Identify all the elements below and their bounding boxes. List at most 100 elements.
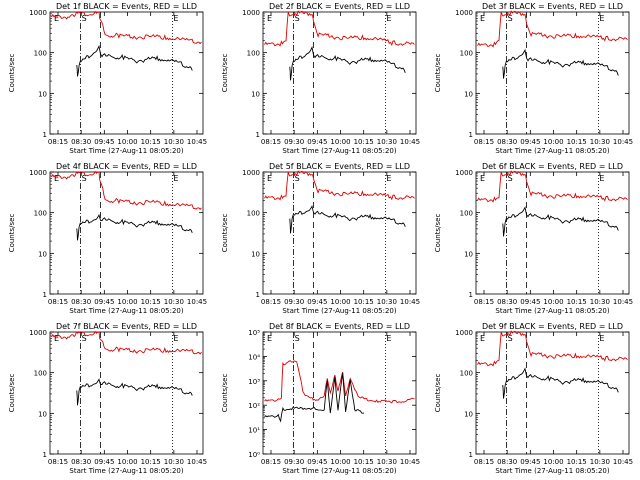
y-tick-label: 1 [256,291,260,299]
y-tick-label: 10 [464,90,473,98]
x-tick-label: 09:45 [307,298,327,306]
x-tick-label: 10:45 [613,138,633,146]
x-tick-label: 08:30 [497,458,517,466]
time-marker-label: E [173,174,178,183]
time-marker-label: S [295,174,300,183]
y-tick-label: 100 [247,210,260,218]
x-tick-label: 08:15 [474,458,494,466]
y-tick-label: 10² [248,402,260,410]
lld-series-line [477,10,628,48]
detector-plot-svg: Det 1f BLACK = Events, RED = LLD 1 10 100 10… [8,2,207,155]
time-marker-label: E [480,174,485,183]
y-tick-label: 10 [38,90,47,98]
time-marker-label: E [599,174,604,183]
x-tick-label: 10:45 [400,138,420,146]
detector-panel-7: Det 7f BLACK = Events, RED = LLD 1 10 100 10… [0,320,213,480]
detector-plot-svg: Det 8f BLACK = Events, RED = LLD 10⁰ 10¹ 10… [221,322,420,475]
panel-title: Det 1f BLACK = Events, RED = LLD [56,2,197,11]
panel-title: Det 6f BLACK = Events, RED = LLD [482,162,623,171]
y-tick-label: 10⁴ [248,353,260,361]
x-tick-label: 09:30 [284,458,304,466]
events-series-line [502,367,619,399]
x-axis-label: Start Time (27-Aug-11 08:05:20) [282,307,396,315]
x-tick-label: 09:30 [284,138,304,146]
x-tick-label: 10:00 [117,458,137,466]
detector-panel-8: Det 8f BLACK = Events, RED = LLD 10⁰ 10¹ 10… [213,320,426,480]
detector-panel-9: Det 9f BLACK = Events, RED = LLD 1 10 100 10… [426,320,639,480]
y-tick-label: 10³ [248,378,260,386]
time-marker-label: E [267,174,272,183]
y-axis-label: Counts/sec [434,374,442,413]
x-tick-label: 10:30 [590,298,610,306]
x-axis-label: Start Time (27-Aug-11 08:05:20) [495,467,609,475]
x-tick-label: 08:15 [261,298,281,306]
x-tick-label: 08:30 [497,298,517,306]
y-axis-label: Counts/sec [8,54,16,93]
x-axis-label: Start Time (27-Aug-11 08:05:20) [495,147,609,155]
x-tick-label: 10:45 [187,138,207,146]
y-axis-label: Counts/sec [434,214,442,253]
y-tick-label: 100 [247,50,260,58]
y-tick-label: 100 [34,370,47,378]
lld-series-line [264,170,415,201]
events-series-line [502,206,619,237]
y-tick-label: 100 [460,50,473,58]
x-tick-label: 10:45 [400,298,420,306]
y-tick-label: 1 [43,131,47,139]
time-marker-label: E [386,14,391,23]
plot-frame [475,331,630,455]
y-tick-label: 100 [460,210,473,218]
x-tick-label: 09:45 [94,298,114,306]
y-tick-label: 10 [251,250,260,258]
panel-title: Det 7f BLACK = Events, RED = LLD [56,322,197,331]
x-tick-label: 09:45 [520,138,540,146]
events-series-line [502,48,619,79]
x-tick-label: 10:00 [117,298,137,306]
lld-series-line [264,10,415,47]
time-marker-label: E [386,334,391,343]
y-tick-label: 10 [464,410,473,418]
x-tick-label: 10:00 [543,138,563,146]
y-tick-label: 100 [34,50,47,58]
panel-title: Det 3f BLACK = Events, RED = LLD [482,2,623,11]
x-tick-label: 10:15 [354,138,374,146]
time-marker-label: E [267,334,272,343]
y-tick-label: 1000 [455,9,473,17]
y-tick-label: 1000 [29,329,47,337]
x-tick-label: 10:15 [354,298,374,306]
x-axis-label: Start Time (27-Aug-11 08:05:20) [69,147,183,155]
time-marker-label: S [508,174,513,183]
x-tick-label: 10:45 [400,458,420,466]
panel-title: Det 5f BLACK = Events, RED = LLD [269,162,410,171]
y-tick-label: 1000 [455,329,473,337]
detector-panel-4: Det 4f BLACK = Events, RED = LLD 1 10 100 10… [0,160,213,320]
x-tick-label: 09:45 [94,138,114,146]
y-axis-label: Counts/sec [221,214,229,253]
time-marker-label: E [173,334,178,343]
time-marker-label: E [599,14,604,23]
x-tick-label: 08:30 [497,138,517,146]
x-tick-label: 10:00 [330,138,350,146]
y-tick-label: 10 [251,90,260,98]
time-marker-label: E [480,14,485,23]
x-tick-label: 09:45 [94,458,114,466]
time-marker-label: E [54,14,59,23]
x-tick-label: 09:30 [284,298,304,306]
x-tick-label: 10:15 [567,138,587,146]
lld-series-line [51,330,202,355]
time-marker-label: S [295,14,300,23]
detector-panel-3: Det 3f BLACK = Events, RED = LLD 1 10 100 10… [426,0,639,160]
plot-frame [49,11,204,135]
y-tick-label: 1000 [455,169,473,177]
lld-series-line [51,170,202,210]
detector-panel-5: Det 5f BLACK = Events, RED = LLD 1 10 100 10… [213,160,426,320]
plot-frame [49,331,204,455]
x-tick-label: 09:45 [307,458,327,466]
plot-frame [262,11,417,135]
y-axis-label: Counts/sec [221,54,229,93]
detector-panel-2: Det 2f BLACK = Events, RED = LLD 1 10 100 10… [213,0,426,160]
x-tick-label: 08:15 [474,298,494,306]
time-marker-label: S [295,334,300,343]
x-tick-label: 10:00 [330,298,350,306]
x-tick-label: 08:15 [48,458,68,466]
